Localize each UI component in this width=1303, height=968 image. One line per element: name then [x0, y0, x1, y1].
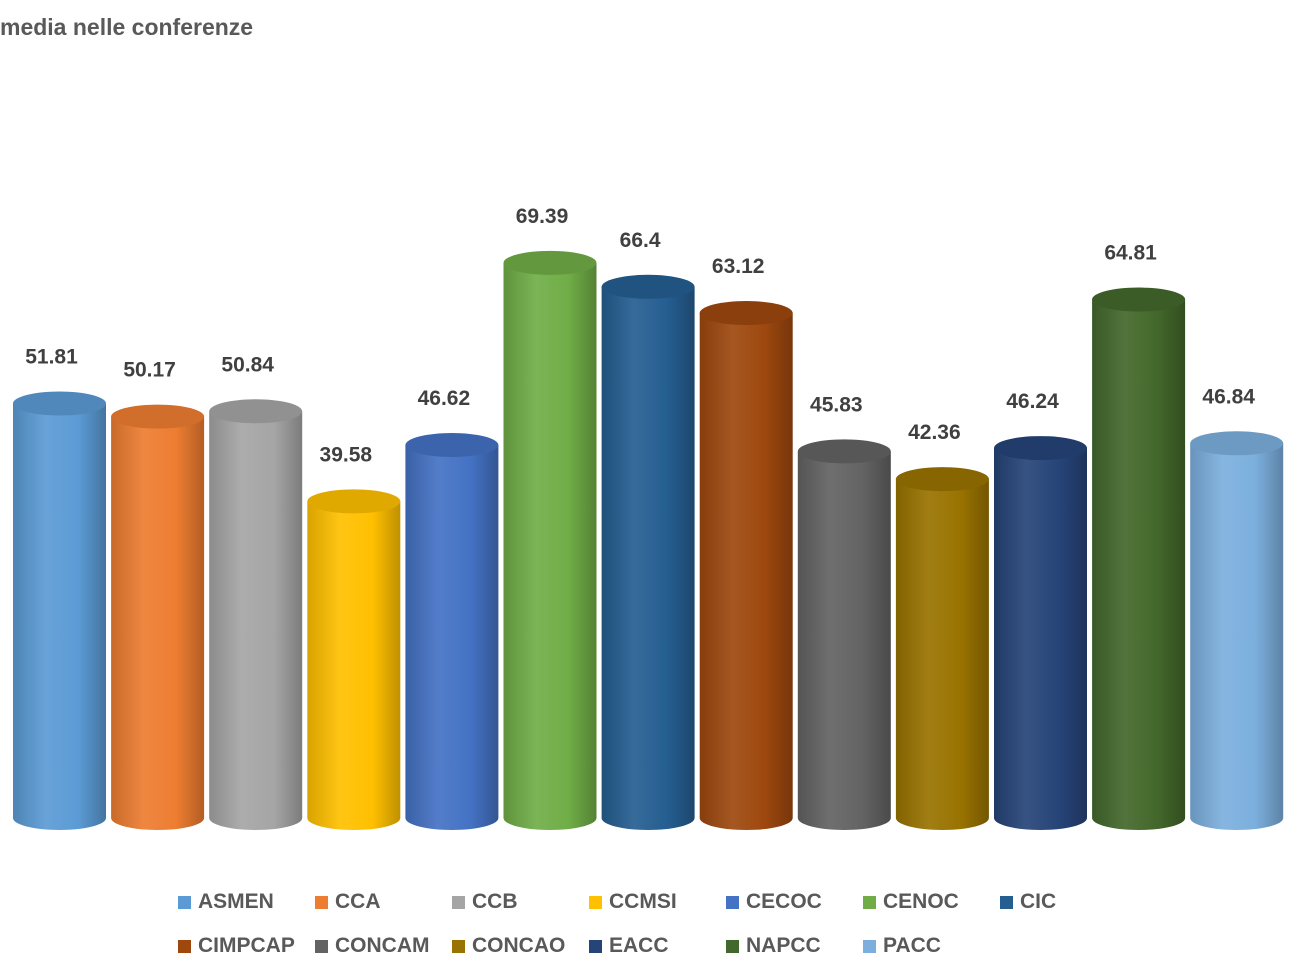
legend-item-pacc: PACC: [863, 934, 1000, 958]
bar-ccmsi: [307, 489, 401, 830]
bar-cenoc: [503, 250, 597, 831]
legend-item-concam: CONCAM: [315, 934, 452, 958]
legend-item-concao: CONCAO: [452, 934, 589, 958]
data-label-cca: 50.17: [123, 359, 176, 382]
bar-body: [209, 411, 303, 830]
legend-label: CIMPCAP: [198, 934, 295, 957]
chart-title: media nelle conferenze: [0, 14, 254, 40]
bar-top: [111, 404, 205, 429]
legend-item-ccb: CCB: [452, 890, 589, 914]
legend-swatch: [1000, 895, 1013, 909]
legend-swatch: [863, 895, 876, 909]
bar-ccb: [209, 399, 303, 830]
legend-swatch: [726, 895, 739, 909]
legend-label: NAPCC: [746, 934, 821, 957]
legend-swatch: [452, 895, 465, 909]
bar-cca: [111, 404, 205, 831]
data-label-concam: 45.83: [810, 393, 863, 416]
legend-swatch: [315, 895, 328, 909]
bar-top: [13, 391, 106, 416]
data-label-concao: 42.36: [908, 421, 961, 444]
legend-label: CONCAM: [335, 934, 430, 957]
legend-label: CCMSI: [609, 890, 677, 913]
legend-item-cca: CCA: [315, 890, 452, 914]
data-label-eacc: 46.24: [1006, 390, 1059, 413]
bar-cic: [601, 274, 695, 831]
data-label-cenoc: 69.39: [516, 205, 569, 228]
bar-concam: [797, 439, 891, 831]
bar-body: [111, 416, 205, 831]
legend-swatch: [315, 939, 328, 953]
legend-label: CCA: [335, 890, 381, 913]
data-label-ccb: 50.84: [221, 353, 274, 376]
bar-top: [405, 433, 499, 458]
bar-top: [994, 436, 1087, 461]
legend-swatch: [726, 939, 739, 953]
bar-body: [1092, 299, 1186, 831]
legend-label: ASMEN: [198, 890, 274, 913]
bar-napcc: [1092, 287, 1186, 831]
legend-swatch: [589, 939, 602, 953]
bar-body: [405, 445, 499, 831]
bar-body: [699, 313, 793, 831]
bar-body: [797, 451, 891, 831]
bar-body: [503, 262, 597, 831]
bar-body: [601, 286, 695, 831]
bar-asmen: [13, 391, 106, 831]
data-label-cimpcap: 63.12: [712, 255, 765, 278]
data-label-cecoc: 46.62: [418, 387, 471, 410]
legend-item-cimpcap: CIMPCAP: [178, 934, 315, 958]
legend-label: CIC: [1020, 890, 1057, 913]
legend-swatch: [452, 939, 465, 953]
legend-swatch: [178, 895, 191, 909]
bar-body: [307, 501, 401, 830]
data-label-napcc: 64.81: [1104, 242, 1157, 265]
bar-body: [1190, 443, 1284, 831]
bar-concao: [895, 467, 989, 831]
legend-swatch: [589, 895, 602, 909]
data-label-asmen: 51.81: [25, 346, 78, 369]
data-label-ccmsi: 39.58: [320, 443, 373, 466]
legend-item-napcc: NAPCC: [726, 934, 863, 958]
bar-top: [1190, 431, 1284, 456]
bar-top: [1092, 287, 1186, 312]
legend-swatch: [863, 939, 876, 953]
bar-eacc: [994, 436, 1087, 831]
legend-row: CIMPCAP CONCAM CONCAO EACC NAPCC PACC: [178, 924, 1178, 968]
legend-item-cecoc: CECOC: [726, 890, 863, 914]
legend-item-asmen: ASMEN: [178, 890, 315, 914]
bar-body: [895, 479, 989, 831]
bar-top: [209, 399, 303, 424]
legend-label: PACC: [883, 934, 941, 957]
bar-top: [307, 489, 401, 514]
data-label-pacc: 46.84: [1202, 385, 1255, 408]
legend-row: ASMEN CCA CCB CCMSI CECOC CENOC CIC: [178, 880, 1178, 924]
legend-item-cenoc: CENOC: [863, 890, 1000, 914]
bar-body: [994, 448, 1087, 831]
bar-top: [601, 274, 695, 299]
legend-label: CONCAO: [472, 934, 566, 957]
legend-item-eacc: EACC: [589, 934, 726, 958]
chart-plot: 51.81 50.17 50.84 39.58 46.62 69.39 66.4 63.12 4…: [13, 205, 1284, 831]
legend: ASMEN CCA CCB CCMSI CECOC CENOC CIC CIMPCAP CONC…: [178, 880, 1178, 968]
legend-swatch: [178, 939, 191, 953]
data-label-cic: 66.4: [620, 229, 661, 252]
legend-item-cic: CIC: [1000, 890, 1137, 914]
legend-label: EACC: [609, 934, 669, 957]
bar-body: [13, 403, 106, 831]
legend-label: CENOC: [883, 890, 959, 913]
bar-cecoc: [405, 433, 499, 831]
legend-label: CCB: [472, 890, 518, 913]
bar-top: [699, 301, 793, 326]
bar-cimpcap: [699, 301, 793, 831]
legend-label: CECOC: [746, 890, 822, 913]
legend-item-ccmsi: CCMSI: [589, 890, 726, 914]
bar-top: [797, 439, 891, 464]
bar-top: [895, 467, 989, 492]
bar-pacc: [1190, 431, 1284, 831]
bar-top: [503, 250, 597, 275]
